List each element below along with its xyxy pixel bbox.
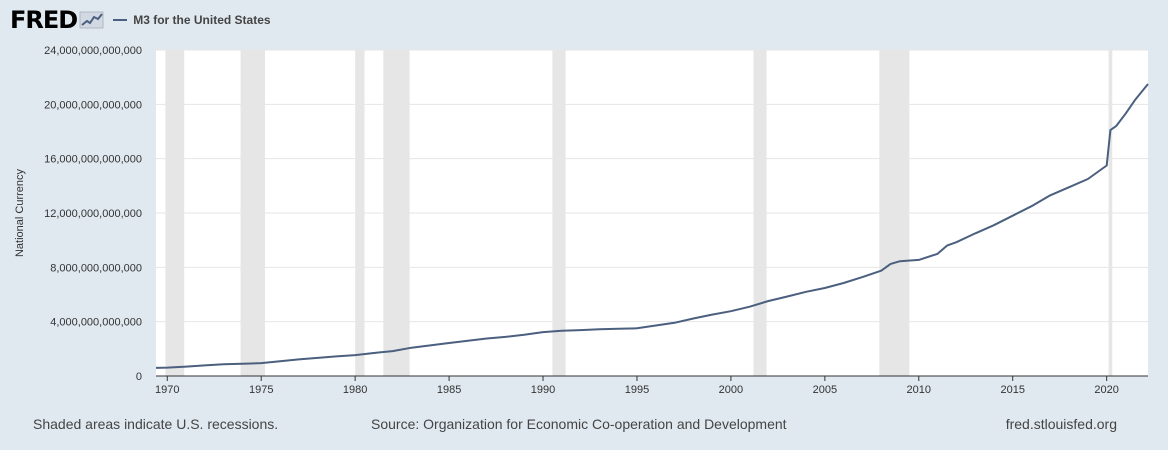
y-tick-label: 24,000,000,000,000 [44, 45, 142, 57]
header: FRED M3 for the United States [10, 6, 271, 34]
y-axis-ticks: 0 4,000,000,000,000 8,000,000,000,000 12,00… [44, 45, 142, 383]
legend: M3 for the United States [113, 13, 271, 27]
x-tick-label: 1995 [625, 384, 649, 396]
x-tick-label: 2020 [1094, 384, 1118, 396]
y-axis-label: National Currency [14, 168, 26, 257]
y-tick-label: 16,000,000,000,000 [44, 154, 142, 166]
x-tick-label: 1975 [249, 384, 273, 396]
fred-logo[interactable]: FRED [10, 6, 78, 34]
source-note: Source: Organization for Economic Co-ope… [371, 416, 787, 432]
y-tick-label: 20,000,000,000,000 [44, 99, 142, 111]
x-tick-label: 1985 [437, 384, 461, 396]
recession-note: Shaded areas indicate U.S. recessions. [33, 416, 279, 432]
site-link[interactable]: fred.stlouisfed.org [1005, 416, 1117, 432]
fred-logo-chart-icon [79, 11, 104, 29]
y-tick-label: 12,000,000,000,000 [44, 208, 142, 220]
x-tick-label: 1980 [343, 384, 367, 396]
y-tick-label: 8,000,000,000,000 [50, 262, 142, 274]
chart: 0 4,000,000,000,000 8,000,000,000,000 12,00… [14, 45, 1149, 396]
gridlines [156, 49, 1148, 323]
x-tick-label: 2005 [813, 384, 837, 396]
x-tick-label: 2010 [907, 384, 931, 396]
y-tick-label: 0 [136, 371, 142, 383]
x-tick-label: 2015 [1000, 384, 1024, 396]
x-tick-label: 2000 [719, 384, 743, 396]
legend-line-swatch [113, 19, 128, 21]
y-tick-label: 4,000,000,000,000 [50, 317, 142, 329]
legend-label: M3 for the United States [133, 13, 271, 27]
x-tick-label: 1970 [155, 384, 179, 396]
series-line-m3 [155, 83, 1149, 369]
x-axis-ticks: 1970 1975 1980 1985 1990 1995 2000 2005 2010 2015… [155, 376, 1119, 396]
x-tick-label: 1990 [531, 384, 555, 396]
